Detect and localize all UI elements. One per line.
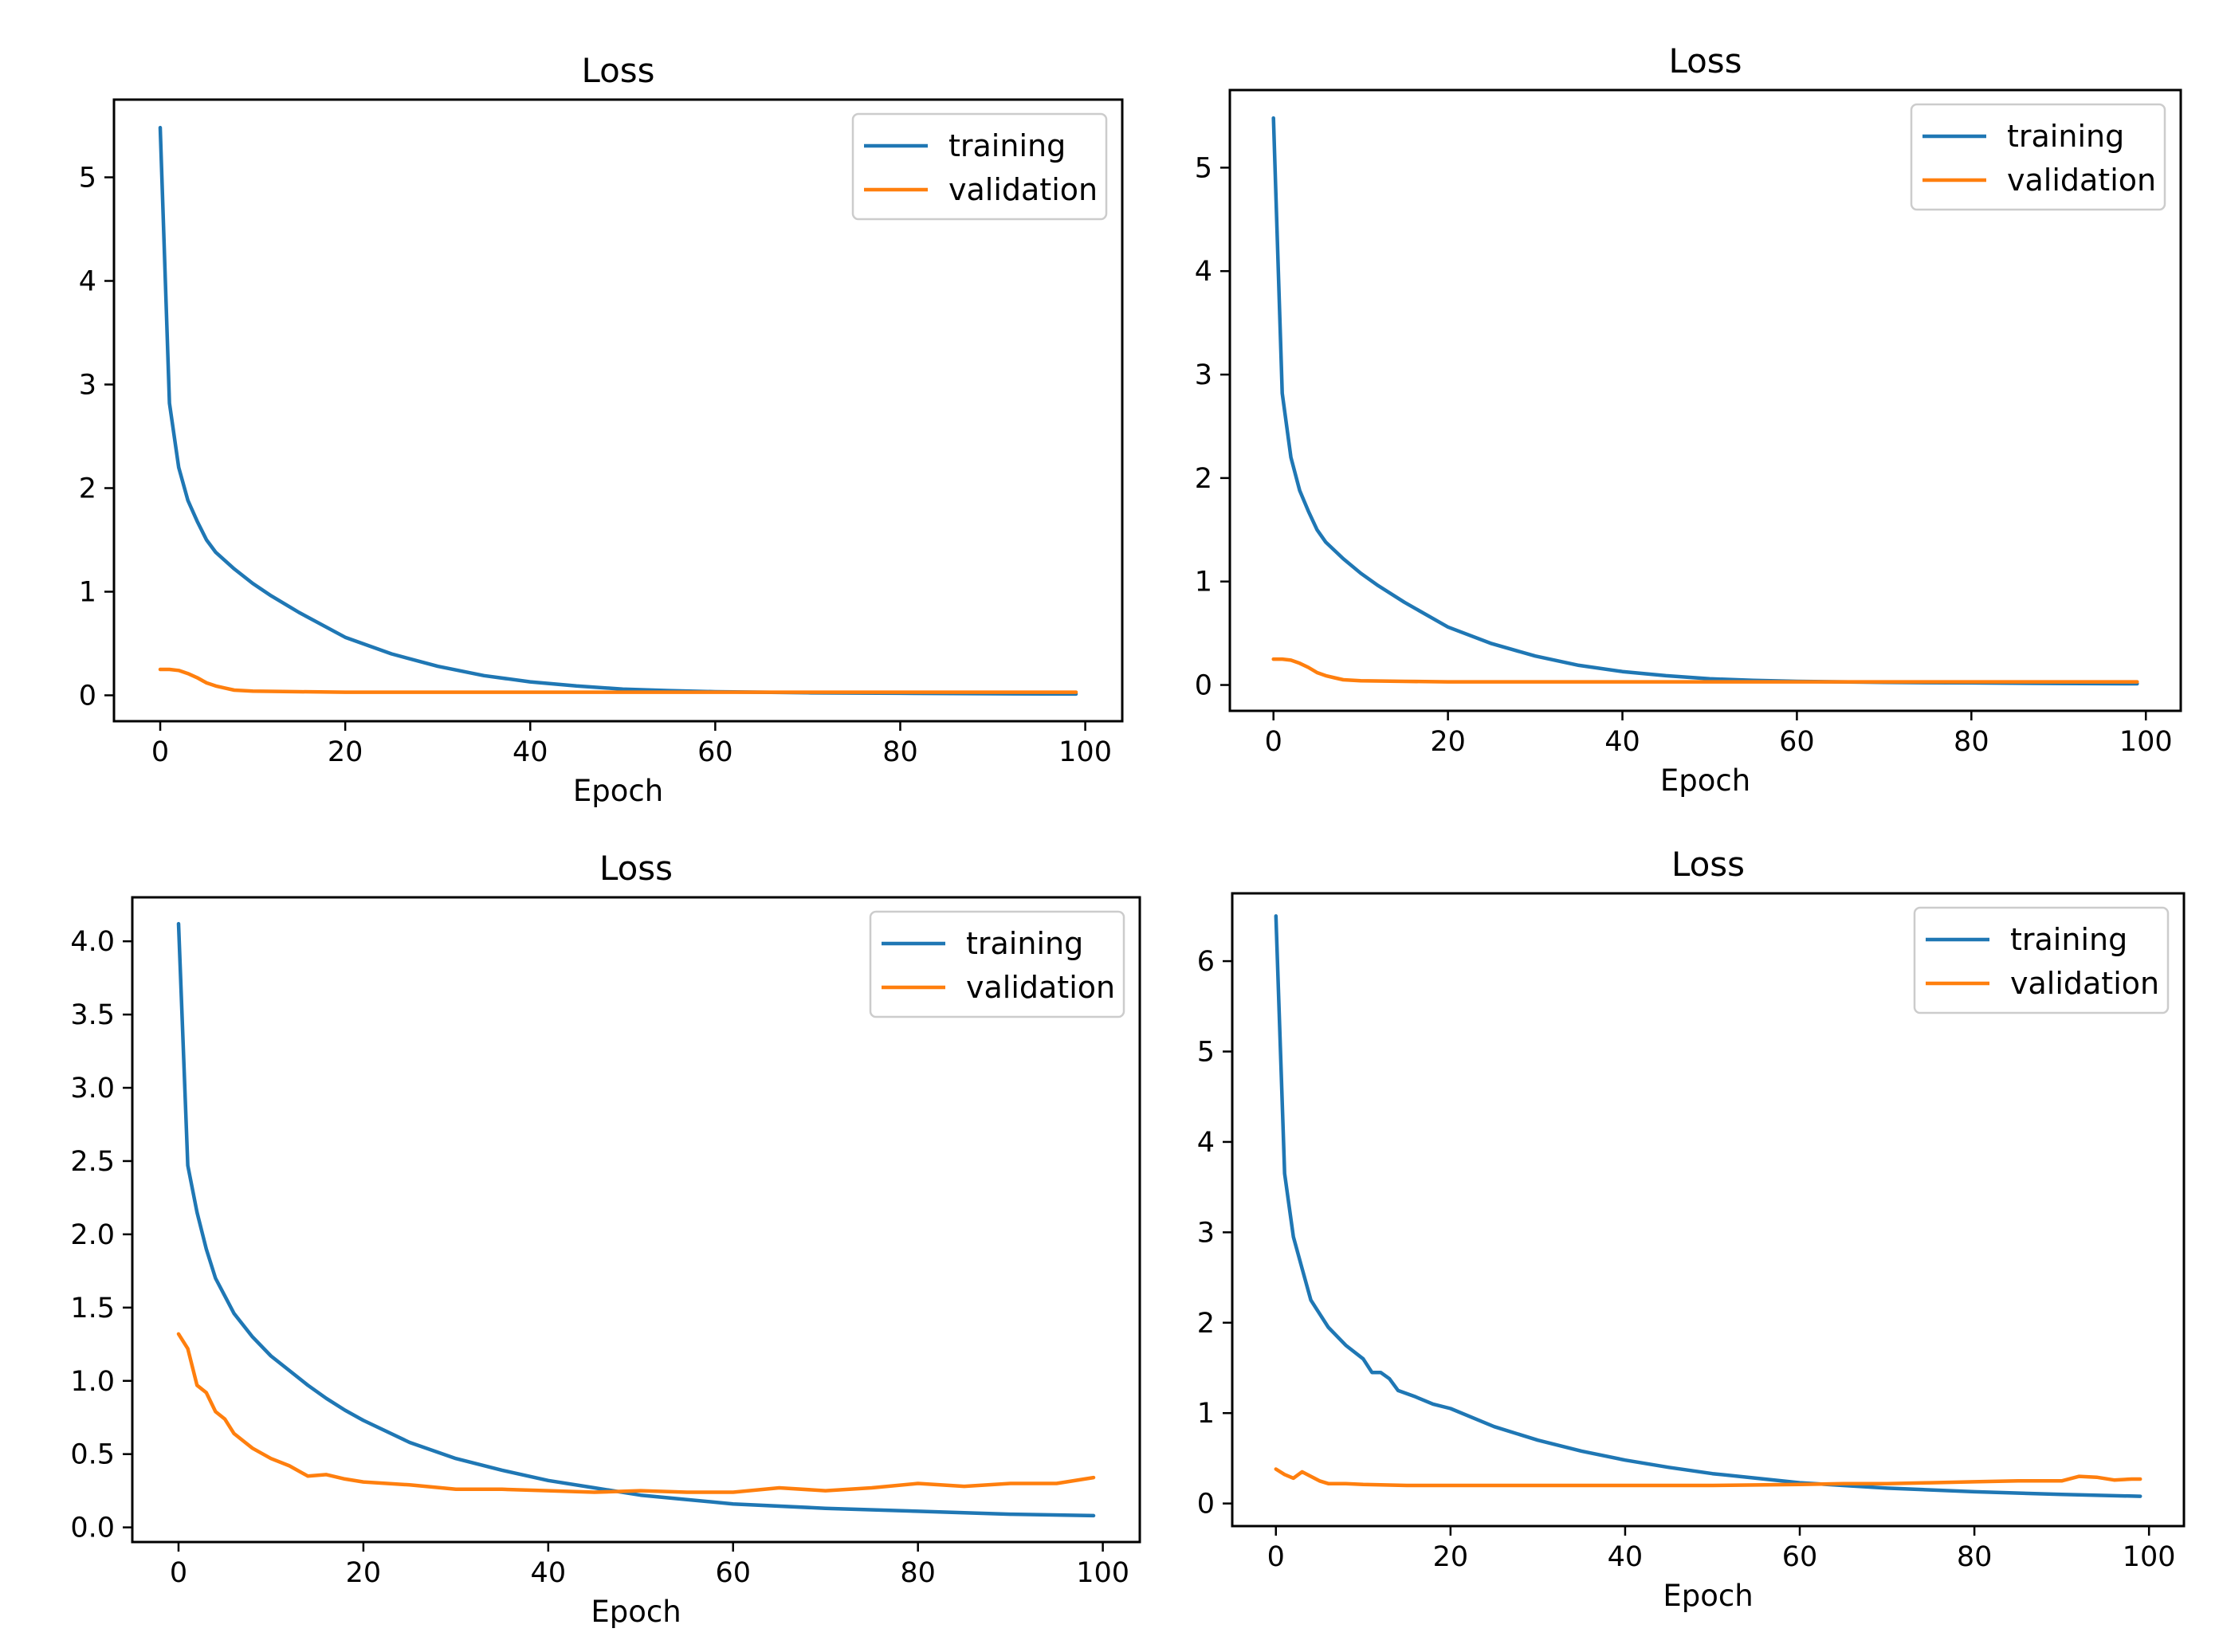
chart-4-ytick-label: 3 — [1197, 1217, 1215, 1249]
chart-4-ytick-label: 4 — [1197, 1127, 1215, 1159]
chart-1-xtick-label: 0 — [151, 736, 169, 768]
chart-2-xtick-label: 60 — [1779, 726, 1815, 758]
chart-3-xtick-label: 20 — [346, 1557, 382, 1589]
chart-2-xtick-label: 80 — [1954, 726, 1989, 758]
chart-1-xtick-label: 80 — [882, 736, 918, 768]
chart-4-validation-line — [1274, 1467, 2142, 1488]
chart-1-xtick-label: 40 — [513, 736, 548, 768]
chart-3-xtick-label: 40 — [531, 1557, 567, 1589]
chart-1-legend-label-training: training — [948, 128, 1066, 163]
chart-4-ytick-label: 2 — [1197, 1308, 1215, 1340]
chart-4-ytick-label: 0 — [1197, 1489, 1215, 1521]
chart-1-ytick-label: 5 — [79, 163, 96, 194]
chart-1-axes-frame — [112, 98, 1124, 723]
chart-4-xtick-label: 80 — [1957, 1541, 1993, 1573]
chart-3-ytick-label: 1.5 — [70, 1293, 115, 1324]
chart-2-legend-box — [1910, 103, 2166, 211]
chart-2-ytick-label: 1 — [1195, 567, 1212, 598]
chart-2: Loss 0 20 40 60 80 100 0 1 2 3 4 5 Epoch training valid… — [1195, 41, 2182, 798]
chart-3-ytick-label: 3.0 — [70, 1073, 115, 1105]
chart-1-legend-label-validation: validation — [948, 172, 1098, 207]
chart-4-xtick-label: 0 — [1267, 1541, 1285, 1573]
chart-4: Loss 0 20 40 60 80 100 0 1 2 3 4 5 6 Epoch training vali… — [1197, 845, 2186, 1613]
chart-3-legend-label-training: training — [966, 926, 1083, 961]
chart-2-validation-line — [1271, 657, 2139, 684]
chart-3-xtick-label: 100 — [1076, 1557, 1129, 1589]
chart-2-xtick-label: 40 — [1604, 726, 1640, 758]
chart-3-ytick-label: 0.5 — [70, 1439, 115, 1471]
chart-1-legend-box — [851, 112, 1108, 221]
chart-1: Loss 0 20 40 60 80 100 0 1 2 3 4 5 Epoch training valid… — [79, 51, 1124, 808]
chart-1-ytick-label: 1 — [79, 577, 96, 609]
chart-3-xtick-label: 60 — [715, 1557, 751, 1589]
chart-2-legend-label-training: training — [2007, 119, 2124, 154]
chart-2-ytick-label: 2 — [1195, 463, 1212, 495]
chart-1-xtick-label: 100 — [1058, 736, 1112, 768]
chart-1-ytick-label: 3 — [79, 370, 96, 402]
chart-3-ytick-label: 0.0 — [70, 1513, 115, 1544]
chart-3-ytick-label: 2.5 — [70, 1146, 115, 1178]
chart-4-axes-frame — [1231, 892, 2186, 1528]
chart-4-ytick-label: 1 — [1197, 1398, 1215, 1430]
chart-1-ytick-label: 0 — [79, 681, 96, 712]
chart-4-ytick-label: 6 — [1197, 946, 1215, 978]
chart-1-xtick-label: 60 — [697, 736, 733, 768]
chart-4-legend-box — [1913, 906, 2170, 1014]
chart-4-xtick-label: 100 — [2123, 1541, 2176, 1573]
chart-3-ytick-label: 2.0 — [70, 1219, 115, 1251]
chart-4-legend-label-validation: validation — [2010, 966, 2159, 1001]
chart-3: Loss 0 20 40 60 80 100 0.0 0.5 1.0 1.5 2.0 2.5 3.0 3.5… — [70, 849, 1141, 1629]
chart-3-training-line — [176, 921, 1096, 1518]
chart-2-ytick-label: 3 — [1195, 359, 1212, 391]
chart-3-ytick-label: 4.0 — [70, 926, 115, 958]
chart-3-legend: training validation — [869, 910, 1125, 1018]
chart-3-ytick-label: 3.5 — [70, 999, 115, 1031]
chart-1-ytick-label: 2 — [79, 473, 96, 505]
chart-4-legend-label-training: training — [2010, 922, 2127, 957]
chart-1-xlabel: Epoch — [573, 774, 663, 808]
chart-4-legend: training validation — [1913, 906, 2170, 1014]
chart-1-title: Loss — [581, 51, 654, 90]
chart-3-ytick-label: 1.0 — [70, 1366, 115, 1398]
chart-3-title: Loss — [599, 849, 673, 888]
chart-2-legend-label-validation: validation — [2007, 163, 2156, 198]
chart-2-xtick-label: 100 — [2119, 726, 2173, 758]
chart-3-xtick-label: 80 — [900, 1557, 936, 1589]
chart-4-ytick-label: 5 — [1197, 1037, 1215, 1069]
chart-4-training-line — [1274, 914, 2142, 1498]
chart-2-xlabel: Epoch — [1660, 763, 1750, 798]
chart-4-xtick-label: 60 — [1782, 1541, 1818, 1573]
chart-2-axes-frame — [1228, 88, 2182, 712]
chart-3-xlabel: Epoch — [591, 1595, 681, 1629]
chart-3-axes-frame — [131, 896, 1141, 1544]
chart-4-xlabel: Epoch — [1663, 1579, 1753, 1613]
chart-3-legend-label-validation: validation — [966, 970, 1115, 1005]
chart-3-validation-line — [176, 1332, 1096, 1494]
chart-2-title: Loss — [1668, 41, 1742, 80]
chart-4-title: Loss — [1671, 845, 1745, 884]
chart-2-ytick-label: 5 — [1195, 152, 1212, 184]
chart-3-xtick-label: 0 — [170, 1557, 187, 1589]
chart-3-legend-box — [869, 910, 1125, 1018]
chart-2-ytick-label: 4 — [1195, 256, 1212, 288]
chart-1-ytick-label: 4 — [79, 266, 96, 298]
chart-1-xtick-label: 20 — [328, 736, 363, 768]
chart-2-xtick-label: 0 — [1265, 726, 1282, 758]
chart-4-xtick-label: 20 — [1433, 1541, 1469, 1573]
chart-2-legend: training validation — [1910, 103, 2166, 211]
chart-4-xtick-label: 40 — [1608, 1541, 1644, 1573]
chart-1-validation-line — [158, 667, 1078, 694]
chart-2-xtick-label: 20 — [1430, 726, 1466, 758]
chart-1-legend: training validation — [851, 112, 1108, 221]
chart-2-ytick-label: 0 — [1195, 670, 1212, 702]
